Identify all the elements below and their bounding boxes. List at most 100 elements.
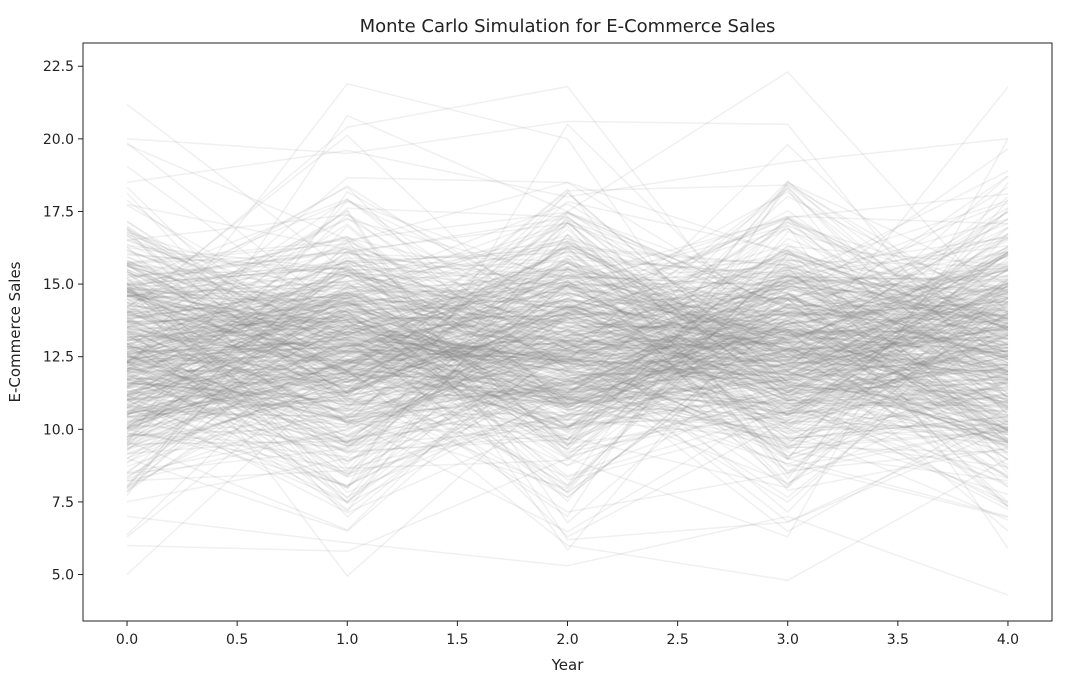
simulation-path-173 — [126, 346, 1009, 405]
simulation-path-397 — [126, 290, 1009, 427]
simulation-path-280 — [126, 310, 1009, 449]
simulation-path-164 — [126, 267, 1009, 365]
simulation-path-96 — [126, 314, 1009, 392]
simulation-path-414 — [126, 244, 1009, 442]
simulation-path-427 — [126, 215, 1009, 478]
series-line-7 — [126, 515, 1009, 596]
simulation-path-209 — [126, 319, 1009, 444]
simulation-path-52 — [126, 297, 1009, 451]
simulation-path-430 — [126, 294, 1009, 349]
simulation-path-163 — [126, 185, 1009, 361]
simulation-path-322 — [126, 237, 1009, 354]
simulation-path-404 — [126, 308, 1009, 389]
simulation-path-90 — [126, 286, 1009, 444]
simulation-path-161 — [126, 331, 1009, 373]
simulation-path-228 — [126, 255, 1009, 416]
simulation-path-83 — [126, 269, 1009, 456]
simulation-path-149 — [126, 134, 1009, 394]
simulation-path-211 — [126, 275, 1009, 386]
simulation-path-301 — [126, 291, 1009, 447]
simulation-path-313 — [126, 181, 1009, 448]
simulation-path-387 — [126, 267, 1009, 380]
simulation-path-115 — [126, 251, 1009, 428]
simulation-path-85 — [126, 228, 1009, 470]
simulation-path-261 — [126, 215, 1009, 402]
simulation-path-255 — [126, 286, 1009, 400]
simulation-path-378 — [126, 192, 1009, 426]
simulation-path-468 — [126, 323, 1009, 416]
simulation-path-293 — [126, 338, 1009, 450]
simulation-path-143 — [126, 300, 1009, 450]
simulation-path-296 — [126, 316, 1009, 499]
simulation-path-472 — [126, 251, 1009, 475]
simulation-path-40 — [126, 210, 1009, 395]
simulation-path-198 — [126, 296, 1009, 441]
simulation-path-186 — [126, 269, 1009, 458]
simulation-path-68 — [126, 249, 1009, 366]
simulation-path-38 — [126, 299, 1009, 408]
y-tick-label: 7.5 — [52, 495, 74, 511]
simulation-path-371 — [126, 284, 1009, 475]
simulation-path-445 — [126, 184, 1009, 380]
simulation-path-381 — [126, 237, 1009, 358]
simulation-path-344 — [126, 247, 1009, 430]
x-tick-label: 0.5 — [226, 632, 248, 648]
series-line-1 — [126, 71, 1009, 445]
simulation-path-106 — [126, 266, 1009, 474]
simulation-path-384 — [126, 264, 1009, 426]
simulation-path-423 — [126, 313, 1009, 427]
simulation-path-101 — [126, 237, 1009, 452]
simulation-path-349 — [126, 207, 1009, 414]
simulation-path-67 — [126, 291, 1009, 461]
simulation-path-74 — [126, 165, 1009, 429]
series-line-4 — [126, 138, 1009, 198]
simulation-path-18 — [126, 251, 1009, 452]
simulation-path-244 — [126, 283, 1009, 429]
simulation-path-411 — [126, 284, 1009, 418]
simulation-path-100 — [126, 297, 1009, 453]
simulation-path-324 — [126, 217, 1009, 375]
simulation-path-347 — [126, 283, 1009, 415]
simulation-path-112 — [126, 287, 1009, 389]
x-tick-label: 1.5 — [446, 632, 468, 648]
simulation-path-262 — [126, 286, 1009, 459]
simulation-path-138 — [126, 260, 1009, 404]
simulation-path-43 — [126, 286, 1009, 473]
simulation-path-114 — [126, 305, 1009, 478]
simulation-path-76 — [126, 245, 1009, 394]
x-axis: 0.0 0.5 1.0 1.5 2.0 2.5 3.0 3.5 4.0 — [116, 621, 1019, 648]
simulation-path-86 — [126, 279, 1009, 488]
simulation-path-403 — [126, 274, 1009, 432]
simulation-path-328 — [126, 328, 1009, 415]
simulation-path-359 — [126, 340, 1009, 472]
simulation-path-148 — [126, 143, 1009, 416]
simulation-path-432 — [126, 303, 1009, 455]
simulation-path-429 — [126, 274, 1009, 380]
simulation-path-214 — [126, 233, 1009, 500]
simulation-path-268 — [126, 310, 1009, 435]
simulation-path-147 — [126, 321, 1009, 386]
simulation-path-394 — [126, 297, 1009, 429]
simulation-path-258 — [126, 143, 1009, 419]
simulation-path-57 — [126, 277, 1009, 431]
simulation-path-109 — [126, 259, 1009, 438]
simulation-path-144 — [126, 254, 1009, 374]
simulation-path-139 — [126, 330, 1009, 453]
simulation-path-389 — [126, 269, 1009, 490]
simulation-path-130 — [126, 200, 1009, 389]
simulation-path-201 — [126, 199, 1009, 361]
simulation-path-72 — [126, 228, 1009, 350]
simulation-path-325 — [126, 292, 1009, 426]
simulation-path-453 — [126, 260, 1009, 350]
simulation-path-137 — [126, 293, 1009, 393]
simulation-path-318 — [126, 309, 1009, 370]
simulation-path-152 — [126, 234, 1009, 414]
simulation-path-386 — [126, 294, 1009, 440]
simulation-path-94 — [126, 232, 1009, 406]
simulation-path-401 — [126, 339, 1009, 443]
simulation-path-37 — [126, 272, 1009, 376]
simulation-path-75 — [126, 378, 1009, 487]
simulation-path-206 — [126, 371, 1009, 429]
series-line-9 — [126, 123, 1009, 532]
simulation-path-233 — [126, 266, 1009, 457]
